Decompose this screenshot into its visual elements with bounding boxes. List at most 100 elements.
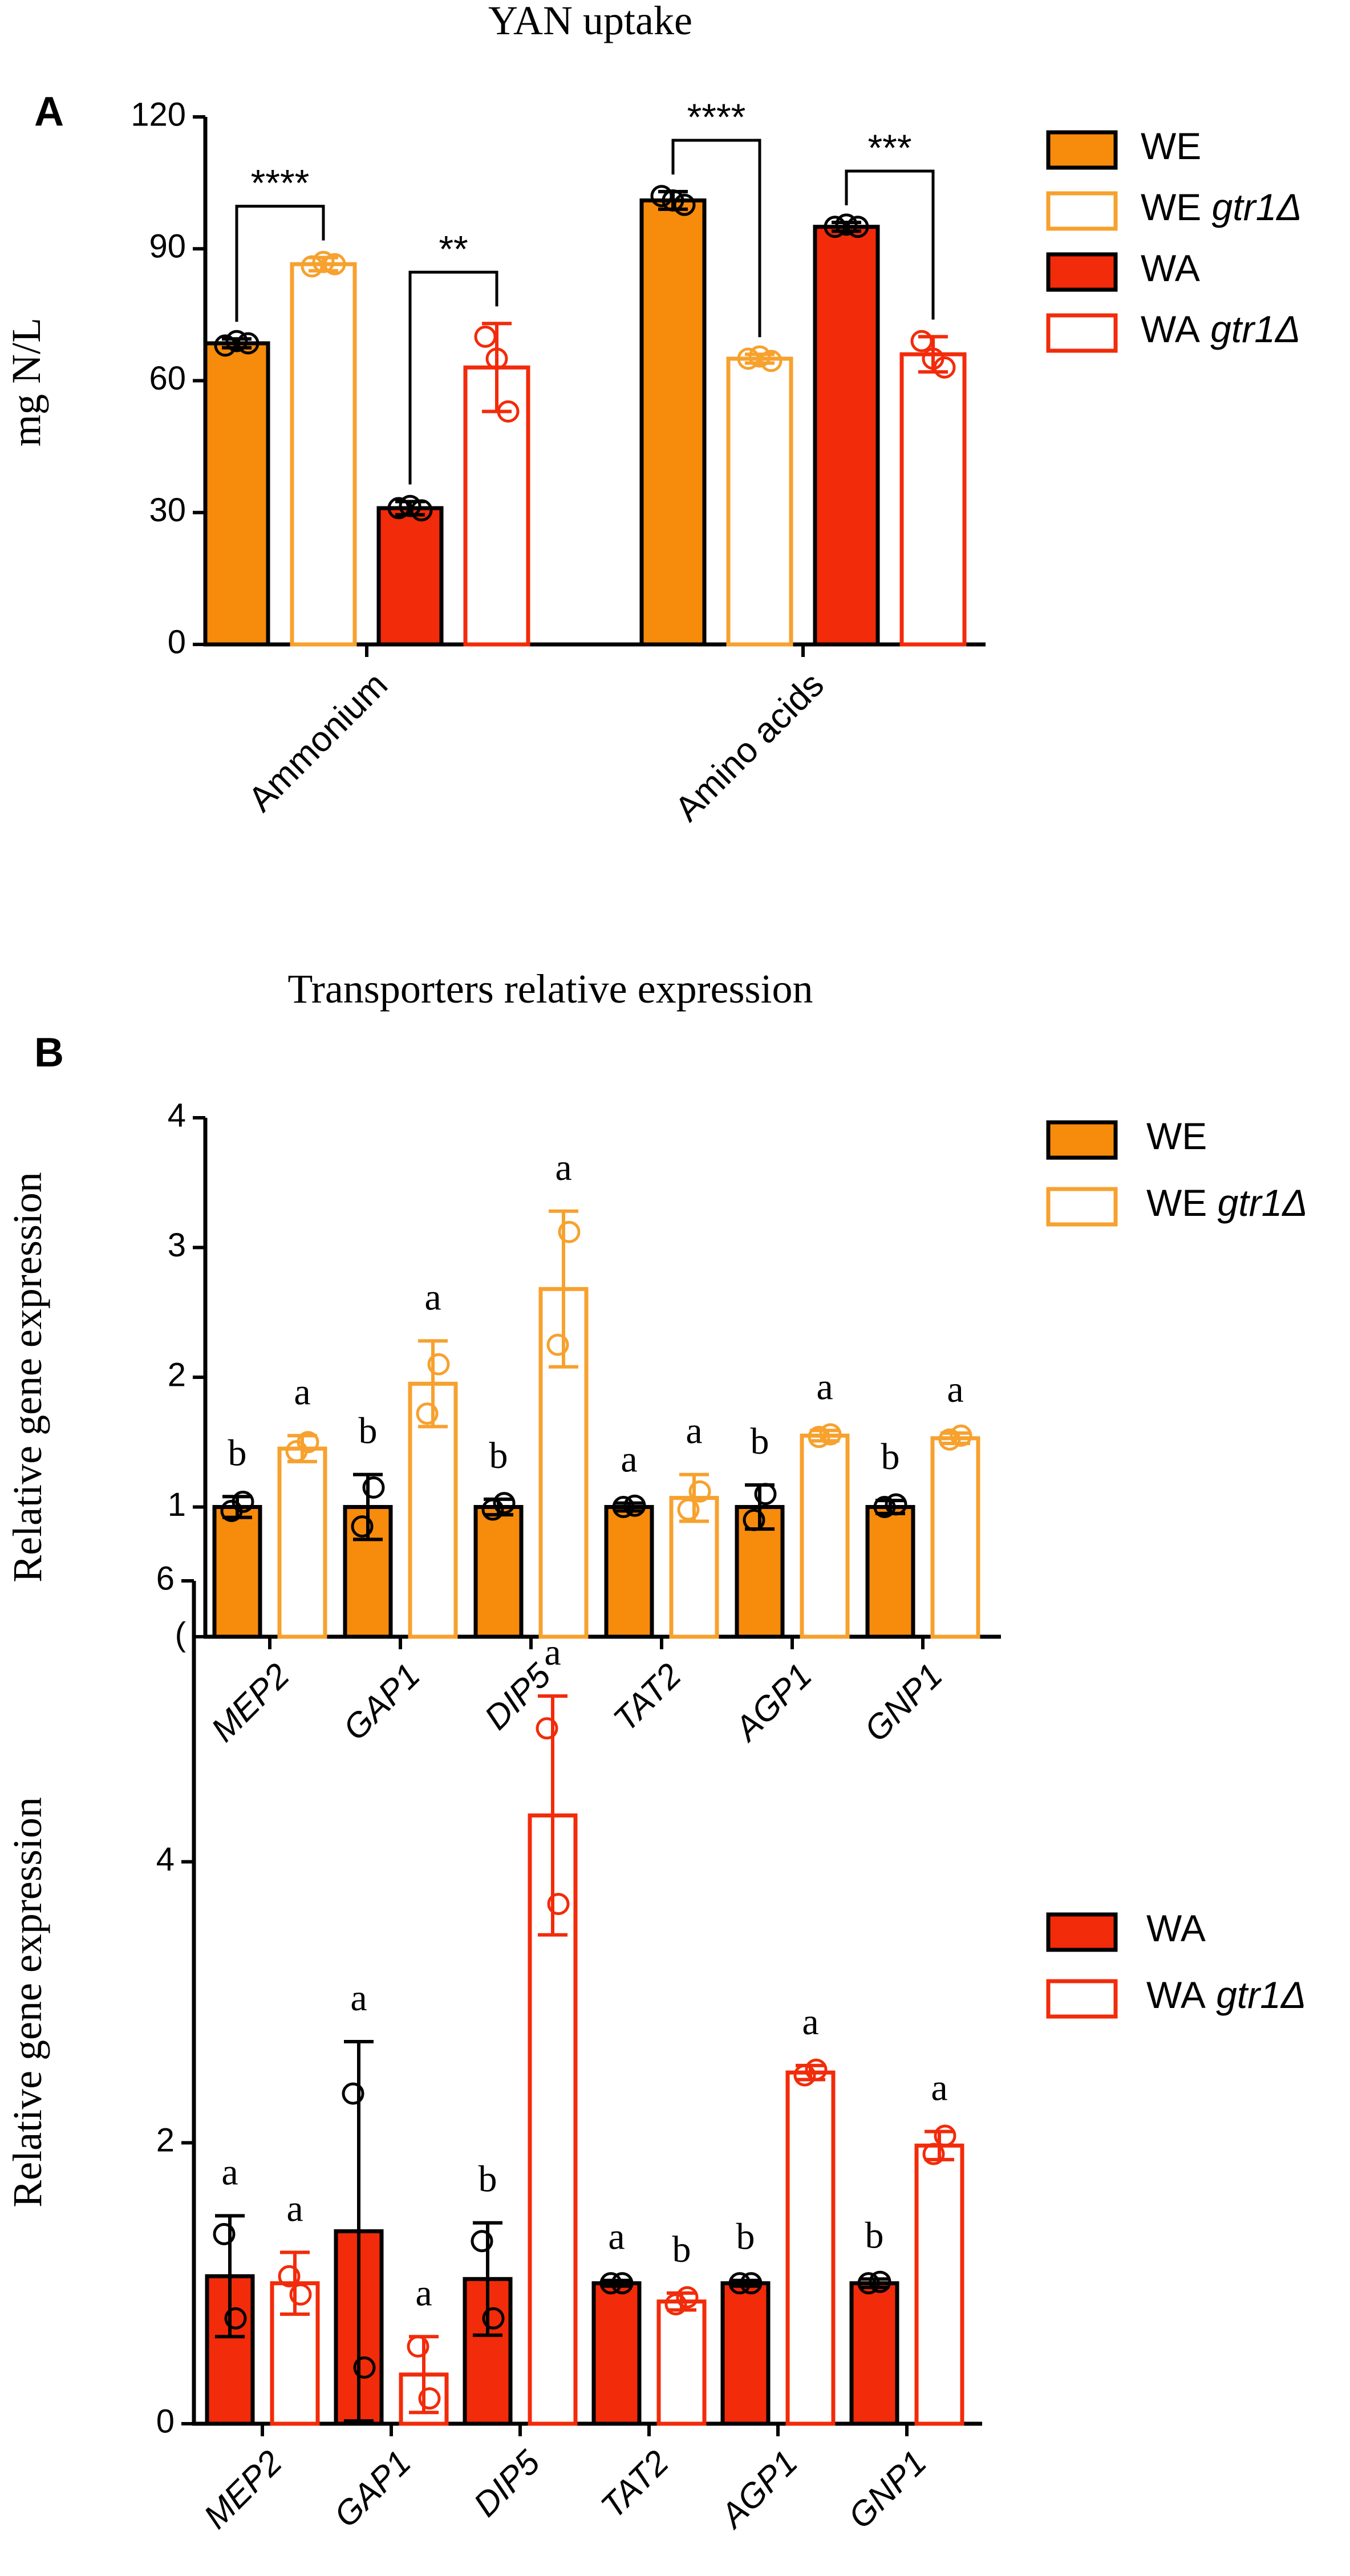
panel-a-label: A [34,89,64,135]
panel-b2-gap1-data-point [407,2335,429,2358]
panel-b1-group-letter: b [751,1421,769,1462]
panel-a-ammonium-data-point [214,334,237,357]
panel-b2-group-letter: a [544,1632,561,1673]
panel-a-legend-label: WE gtr1Δ [1141,186,1302,228]
panel-b2-gnp1-data-point [857,2272,880,2295]
panel-b2-dip5-data-point [536,1717,558,1740]
panel-a-title: YAN uptake [488,0,692,43]
panel-b1-gnp1-data-point [873,1496,896,1518]
panel-a-y-tick-label: 0 [168,623,186,660]
panel-a-significance-label: **** [251,162,310,204]
panel-b2-y-tick-label: 4 [156,1841,175,1878]
panel-a-significance-label: *** [867,127,911,169]
panel-b1-gnp1-data-point [938,1428,961,1451]
panel-b1-mep2-bar [277,1446,327,1639]
panel-b1-dip5-data-point [546,1333,569,1356]
panel-b1-legend-swatch [1046,1187,1118,1227]
panel-b1-tat2-data-point [677,1498,700,1521]
panel-a-y-label: mg N/L [3,318,49,447]
panel-a-legend-swatch [1046,313,1118,353]
panel-b1-mep2-data-point [232,1490,254,1513]
panel-a-y-tick-label: 60 [149,360,186,397]
panel-a-ammonium-data-point [323,253,346,275]
panel-b1-y-tick-label: 3 [168,1227,186,1264]
panel-b1-x-tick-label: GAP1 [336,1656,428,1748]
panel-b2-agp1-bar [720,2281,771,2426]
panel-b1-agp1-data-point [743,1508,765,1531]
panel-b1-y-tick-label: ( [175,1616,186,1653]
panel-b1-legend-swatch [1046,1120,1118,1160]
panel-a-ammonium-data-point [410,499,433,522]
panel-b1-group-letter: a [424,1276,441,1318]
panel-a-ammonium-data-point [485,347,508,370]
panel-a-amino-acids-data-point [910,330,933,352]
panel-b1-group-letter: b [489,1435,508,1476]
panel-a-ammonium-bar [376,506,444,647]
panel-b2-gnp1-data-point [869,2270,891,2293]
panel-b2-agp1-data-point [805,2058,828,2081]
panel-b1-tat2-data-point [623,1494,646,1517]
panel-b1-tat2-bar [604,1505,654,1639]
panel-b2-gap1-data-point [353,2356,376,2379]
panel-b1-legend-label: WE gtr1Δ [1146,1182,1308,1224]
panel-a-amino-acids-bar [639,198,707,647]
panel-a-amino-acids-bar [726,356,793,647]
panel-b2-x-tick-label: AGP1 [712,2443,805,2536]
panel-a-ammonium-data-point [237,332,260,355]
panel-b2-gnp1-bar [914,2143,964,2426]
panel-a-ammonium-data-point [312,250,335,273]
panel-b2-group-letter: a [415,2272,432,2314]
panel-a-y-tick-label: 120 [131,96,186,133]
panel-a-x-tick-label: Ammonium [241,665,395,819]
panel-b1: B Transporters relative expression Relativ… [5,966,1308,1749]
panel-a-ammonium-bar [290,262,357,647]
panel-b2-gnp1-data-point [922,2143,945,2165]
panel-a-legend-label: WA gtr1Δ [1141,308,1300,350]
panel-b1-gnp1-data-point [950,1424,972,1447]
panel-a-amino-acids-data-point [846,216,869,238]
panel-a-ammonium-data-point [301,255,323,278]
panel-b1-group-letter: a [816,1366,833,1407]
panel-a-amino-acids-data-point [824,216,846,238]
panel-b1-dip5-data-point [558,1220,581,1243]
panel-b2-dip5-bar [528,1813,578,2426]
panel-b-label: B [34,1030,64,1076]
panel-b2-y-tick-label: 2 [156,2122,175,2159]
panel-b1-gnp1-bar [865,1505,915,1639]
panel-a-ammonium-data-point [387,497,410,520]
panel-b1-mep2-bar [212,1505,262,1639]
panel-a-significance-bracket [845,169,935,320]
panel-b1-mep2-data-point [297,1431,319,1454]
panel-a-amino-acids-data-point [737,347,760,370]
panel-a-amino-acids-bar [899,352,967,647]
panel-b-title: Transporters relative expression [287,966,813,1012]
panel-b2-group-letter: a [286,2188,303,2229]
panel-b2-group-letter: b [865,2214,884,2256]
panel-a-y-tick-label: 30 [149,492,186,529]
panel-b2-gnp1-data-point [934,2124,956,2147]
panel-a-amino-acids-data-point [650,185,673,208]
panel-a-significance-label: ** [439,228,468,270]
panel-b2-mep2-data-point [213,2222,236,2245]
panel-a-amino-acids-data-point [835,213,858,236]
panel-b2-agp1-bar [785,2070,836,2426]
panel-b2-agp1-data-point [740,2272,763,2295]
panel-a-ammonium-data-point [497,400,520,423]
panel-b1-x-tick-label: MEP2 [204,1656,297,1749]
panel-a-amino-acids-data-point [673,193,696,216]
panel-b2-tat2-data-point [611,2272,634,2295]
panel-a-ammonium-data-point [225,330,248,352]
panel-b2-tat2-bar [591,2281,642,2426]
panel-b2-group-letter: a [221,2151,238,2193]
panel-b2-tat2-bar [656,2299,707,2426]
panel-b1-gap1-data-point [351,1515,374,1538]
panel-b2-x-tick-label: MEP2 [196,2443,289,2536]
panel-b1-gap1-data-point [427,1353,450,1376]
panel-b1-agp1-data-point [808,1426,830,1449]
panel-b1-group-letter: a [621,1439,637,1480]
panel-b2-dip5-data-point [471,2230,493,2253]
panel-b1-gap1-data-point [362,1476,385,1499]
panel-a-amino-acids-bar [813,225,880,647]
panel-b2-x-tick-label: GAP1 [327,2443,419,2535]
